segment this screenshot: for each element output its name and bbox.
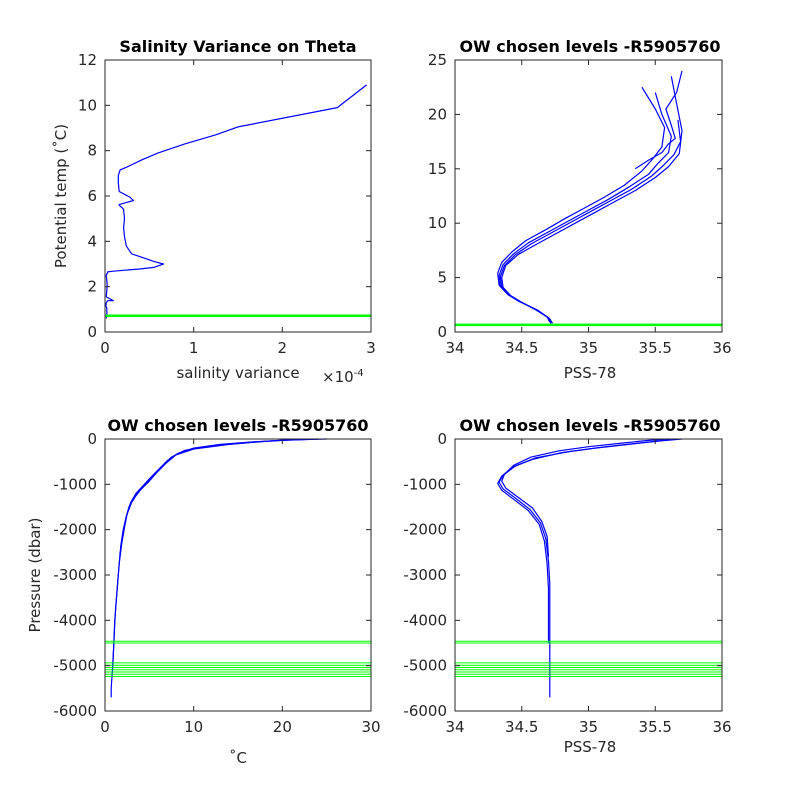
x-axis-exponent: ×10-4 (322, 368, 364, 386)
y-tick-label: -6000 (403, 702, 447, 720)
y-tick-label: 0 (437, 430, 447, 448)
x-axis-label: ˚C (229, 749, 247, 767)
series-line-3 (119, 438, 327, 548)
y-tick-label: 20 (428, 105, 447, 123)
chart-title: OW chosen levels -R5905760 (107, 416, 368, 435)
y-tick-label: -4000 (53, 611, 97, 629)
x-axis-label: PSS-78 (564, 738, 617, 756)
chart-title: Salinity Variance on Theta (119, 37, 356, 56)
y-tick-label: 4 (87, 232, 97, 250)
y-tick-label: -6000 (53, 702, 97, 720)
y-tick-label: -2000 (53, 521, 97, 539)
series-line-5 (634, 70, 683, 170)
chart-title: OW chosen levels -R5905760 (459, 37, 720, 56)
x-tick-label: 0 (100, 339, 110, 357)
y-tick-label: -5000 (403, 657, 447, 675)
panel-ow-levels-salinity-pressure: OW chosen levels -R5905760 PSS-78 34 34.5… (403, 416, 731, 756)
y-tick-label: 15 (428, 160, 447, 178)
y-tick-label: 0 (437, 323, 447, 341)
x-tick-label: 36 (712, 339, 731, 357)
y-tick-label: -1000 (403, 475, 447, 493)
y-tick-label: 12 (78, 51, 97, 69)
panel-ow-levels-temperature-pressure: OW chosen levels -R5905760 ˚C Pressure (… (26, 416, 381, 767)
x-tick-label: 36 (712, 718, 731, 736)
x-tick-label: 34.5 (505, 718, 538, 736)
series-line-1 (105, 84, 367, 319)
y-tick-label: -5000 (53, 657, 97, 675)
x-tick-label: 10 (184, 718, 203, 736)
series-line-4 (499, 119, 682, 324)
x-tick-label: 20 (273, 718, 292, 736)
y-tick-label: 2 (87, 278, 97, 296)
y-tick-label: -3000 (403, 566, 447, 584)
x-tick-label: 2 (278, 339, 288, 357)
panel-ow-levels-salinity-theta: OW chosen levels -R5905760 PSS-78 34 34.5… (428, 37, 732, 382)
series-line-3 (501, 438, 669, 557)
x-tick-label: 35 (579, 339, 598, 357)
x-tick-label: 3 (366, 339, 376, 357)
y-tick-label: 0 (87, 323, 97, 341)
y-tick-label: -4000 (403, 611, 447, 629)
x-tick-label: 34 (445, 339, 464, 357)
x-axis-label: PSS-78 (564, 364, 617, 382)
plot-area (455, 60, 722, 332)
y-axis-label: Potential temp (˚C) (52, 124, 70, 268)
x-tick-label: 30 (361, 718, 380, 736)
x-axis-label: salinity variance (176, 364, 299, 382)
plot-area (105, 60, 371, 332)
y-tick-label: 25 (428, 51, 447, 69)
y-axis-label: Pressure (dbar) (26, 518, 44, 633)
x-tick-label: 34.5 (505, 339, 538, 357)
panel-salinity-variance: Salinity Variance on Theta salinity vari… (52, 37, 376, 386)
x-tick-label: 0 (100, 718, 110, 736)
y-tick-label: 0 (87, 430, 97, 448)
y-tick-label: 10 (78, 96, 97, 114)
y-tick-label: 6 (87, 187, 97, 205)
x-tick-label: 35.5 (639, 339, 672, 357)
x-axis-exponent-base: ×10 (322, 368, 354, 386)
x-axis-exponent-power: -4 (354, 368, 364, 379)
x-tick-label: 35.5 (639, 718, 672, 736)
chart-title: OW chosen levels -R5905760 (459, 416, 720, 435)
x-tick-label: 1 (189, 339, 199, 357)
y-tick-label: 5 (437, 269, 447, 287)
y-tick-label: -1000 (53, 475, 97, 493)
y-tick-label: 10 (428, 214, 447, 232)
y-tick-label: 8 (87, 142, 97, 160)
series-line-2 (111, 438, 301, 671)
x-tick-label: 34 (445, 718, 464, 736)
y-tick-label: -3000 (53, 566, 97, 584)
y-tick-label: -2000 (403, 521, 447, 539)
x-tick-label: 35 (579, 718, 598, 736)
series-line-2 (497, 438, 676, 643)
